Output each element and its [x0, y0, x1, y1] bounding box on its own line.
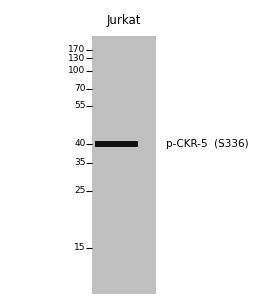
Text: 40: 40	[74, 140, 86, 148]
Bar	[92, 36, 156, 294]
Bar	[95, 141, 138, 147]
Text: 170: 170	[68, 45, 86, 54]
Text: p-CKR-5  (S336): p-CKR-5 (S336)	[166, 139, 248, 149]
Text: 55: 55	[74, 101, 86, 110]
Text: 15: 15	[74, 243, 86, 252]
Text: Jurkat: Jurkat	[107, 14, 141, 27]
Text: 100: 100	[68, 66, 86, 75]
Text: 35: 35	[74, 158, 86, 167]
Text: 25: 25	[74, 186, 86, 195]
Text: 130: 130	[68, 54, 86, 63]
Text: 70: 70	[74, 84, 86, 93]
